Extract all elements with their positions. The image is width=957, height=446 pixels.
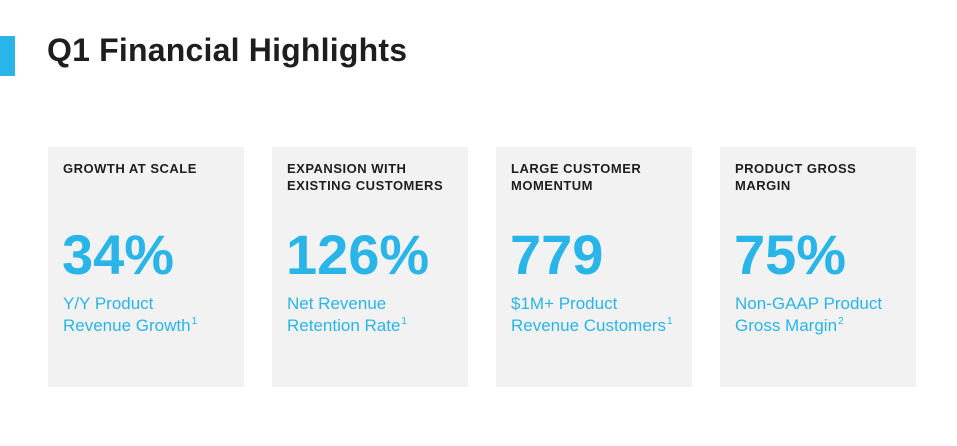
card-description-line2: Retention Rate bbox=[287, 316, 401, 335]
card-description-line1: Y/Y Product bbox=[63, 294, 154, 313]
card-description: $1M+ Product Revenue Customers1 bbox=[511, 293, 693, 337]
card-heading: EXPANSION WITH EXISTING CUSTOMERS bbox=[287, 161, 444, 193]
card-description-line2: Revenue Growth bbox=[63, 316, 191, 335]
card-heading: PRODUCT GROSS MARGIN bbox=[735, 161, 857, 193]
metric-card-large-customers: LARGE CUSTOMER MOMENTUM 779 $1M+ Product… bbox=[496, 147, 692, 387]
card-heading: GROWTH AT SCALE bbox=[63, 161, 197, 176]
metric-card-gross-margin: PRODUCT GROSS MARGIN 75% Non-GAAP Produc… bbox=[720, 147, 916, 387]
card-value: 34% bbox=[62, 223, 175, 286]
card-value: 779 bbox=[510, 223, 604, 286]
card-description-line1: Non-GAAP Product bbox=[735, 294, 883, 313]
card-description-line1: $1M+ Product bbox=[511, 294, 618, 313]
card-description-line2: Revenue Customers bbox=[511, 316, 666, 335]
footnote-marker: 1 bbox=[401, 316, 407, 327]
footnote-marker: 1 bbox=[666, 316, 673, 327]
title-accent-bar bbox=[0, 36, 15, 76]
card-description: Non-GAAP Product Gross Margin2 bbox=[735, 293, 917, 337]
card-description-line2: Gross Margin bbox=[735, 316, 838, 335]
card-description-line1: Net Revenue bbox=[287, 294, 387, 313]
footnote-marker: 1 bbox=[191, 316, 198, 327]
card-description: Y/Y Product Revenue Growth1 bbox=[63, 293, 245, 337]
card-value: 126% bbox=[286, 223, 430, 286]
metric-card-expansion: EXPANSION WITH EXISTING CUSTOMERS 126% N… bbox=[272, 147, 468, 387]
card-value: 75% bbox=[734, 223, 847, 286]
footnote-marker: 2 bbox=[838, 316, 844, 327]
card-heading: LARGE CUSTOMER MOMENTUM bbox=[511, 161, 642, 193]
metric-card-growth: GROWTH AT SCALE 34% Y/Y Product Revenue … bbox=[48, 147, 244, 387]
card-description: Net Revenue Retention Rate1 bbox=[287, 293, 469, 337]
page-title: Q1 Financial Highlights bbox=[47, 32, 408, 68]
